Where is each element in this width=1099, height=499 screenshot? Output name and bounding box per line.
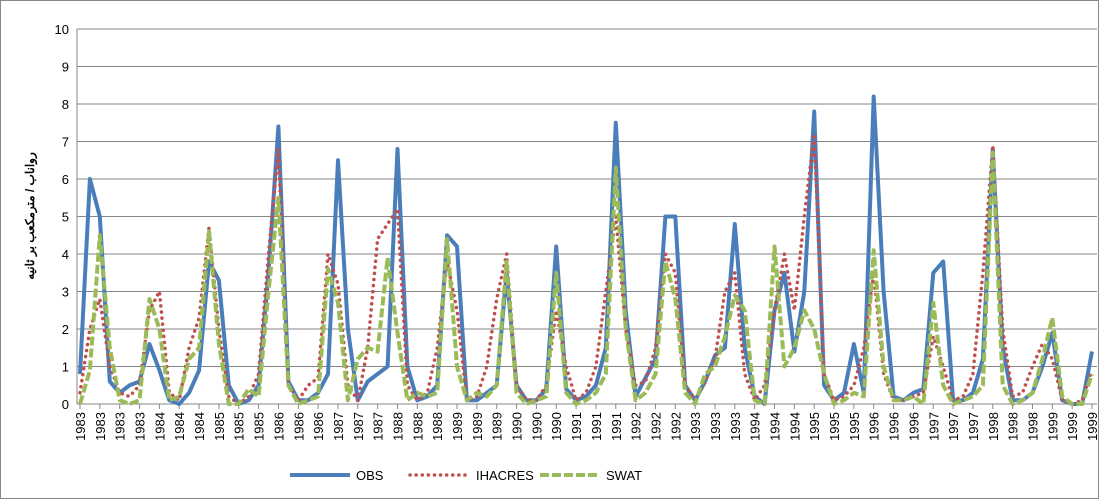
y-tick-label: 6 [62,172,69,187]
x-tick-label: 1996 [867,412,882,441]
x-tick-label: 1987 [351,412,366,441]
y-tick-label: 7 [62,135,69,150]
x-tick-label: 1998 [1025,412,1040,441]
legend-label: SWAT [606,468,642,483]
x-tick-label: 1988 [410,412,425,441]
x-tick-label: 1996 [906,412,921,441]
y-tick-label: 2 [62,322,69,337]
x-tick-label: 1987 [331,412,346,441]
y-tick-label: 0 [62,397,69,412]
x-tick-label: 1984 [152,412,167,441]
x-tick-label: 1991 [609,412,624,441]
x-tick-label: 1995 [847,412,862,441]
x-tick-label: 1983 [133,412,148,441]
x-tick-label: 1999 [1065,412,1080,441]
x-tick-label: 1995 [807,412,822,441]
y-axis-label: رواناب / مترمکعب بر ثانیه [23,152,38,280]
x-tick-label: 1986 [271,412,286,441]
legend-label: OBS [356,468,384,483]
x-tick-label: 1998 [1006,412,1021,441]
x-tick-label: 1986 [291,412,306,441]
x-tick-label: 1993 [688,412,703,441]
x-tick-label: 1985 [252,412,267,441]
x-tick-label: 1997 [946,412,961,441]
y-tick-label: 1 [62,360,69,375]
x-tick-label: 1995 [827,412,842,441]
x-tick-label: 1983 [113,412,128,441]
x-tick-label: 1991 [589,412,604,441]
x-tick-label: 1996 [887,412,902,441]
x-tick-label: 1988 [390,412,405,441]
y-tick-label: 9 [62,60,69,75]
x-tick-label: 1993 [708,412,723,441]
y-tick-label: 5 [62,210,69,225]
x-tick-label: 1994 [787,412,802,441]
x-tick-label: 1999 [1045,412,1060,441]
x-tick-label: 1987 [371,412,386,441]
x-tick-label: 1992 [668,412,683,441]
x-tick-label: 1989 [450,412,465,441]
x-tick-label: 1990 [510,412,525,441]
legend-label: IHACRES [476,468,534,483]
x-tick-label: 1991 [569,412,584,441]
x-tick-label: 1990 [529,412,544,441]
x-tick-label: 1993 [728,412,743,441]
series-line [78,150,1094,406]
x-tick-label: 1992 [629,412,644,441]
x-tick-label: 1985 [232,412,247,441]
y-tick-label: 4 [62,247,69,262]
x-tick-label: 1994 [748,412,763,441]
x-tick-label: 1990 [549,412,564,441]
x-tick-label: 1997 [926,412,941,441]
x-tick-label: 1986 [311,412,326,441]
x-tick-label: 1988 [430,412,445,441]
x-tick-label: 1997 [966,412,981,441]
y-tick-label: 8 [62,97,69,112]
x-tick-label: 1983 [73,412,88,441]
x-tick-label: 1989 [470,412,485,441]
x-tick-label: 1985 [212,412,227,441]
y-tick-label: 3 [62,285,69,300]
x-tick-label: 1983 [93,412,108,441]
series-line [78,132,1094,406]
x-tick-label: 1998 [986,412,1001,441]
x-tick-label: 1999 [1085,412,1099,441]
x-tick-label: 1989 [490,412,505,441]
x-tick-label: 1984 [172,412,187,441]
x-tick-label: 1992 [648,412,663,441]
y-tick-label: 10 [55,22,69,37]
x-tick-label: 1994 [768,412,783,441]
x-tick-label: 1984 [192,412,207,441]
